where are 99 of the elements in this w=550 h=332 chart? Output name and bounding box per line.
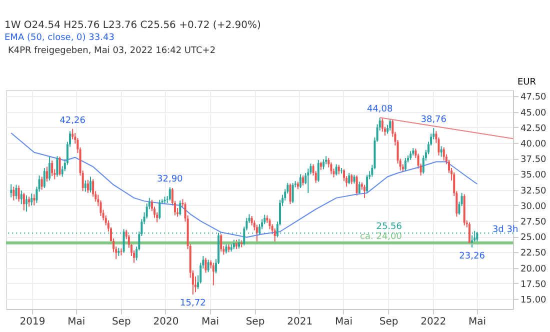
candlestick [204,257,207,274]
candlestick [235,239,238,250]
annotation: 42,26 [60,116,86,126]
candlestick [84,180,86,192]
candlestick [268,218,271,230]
y-axis-title: EUR [518,78,536,88]
x-tick-label: Mai [334,316,353,328]
candlestick [350,174,353,185]
ref-line-label: 25.56 [376,222,402,232]
candlestick [238,238,240,249]
annotation: 32,90 [156,174,184,184]
candlestick [366,174,368,194]
candlestick [25,194,28,212]
candlestick [289,183,292,205]
candlestick [12,186,15,201]
candlestick [468,222,470,245]
annotation: 15,72 [180,298,206,309]
x-tick-label: Mai [468,316,486,328]
y-tick-label: 17.50 [520,280,547,290]
candlestick [348,172,350,185]
candlestick [261,218,264,230]
x-tick-label: Mai [68,316,86,328]
candlestick [40,176,43,190]
y-tick-label: 40.00 [520,140,547,150]
chart-subtitle: EMA (50, close, 0) 33.43 [4,33,114,43]
candlestick [220,234,222,252]
x-tick-label: 2020 [153,316,179,328]
y-tick-label: 32.50 [520,186,547,196]
y-tick-label: 27.50 [520,218,547,228]
y-tick-label: 22.50 [520,248,547,259]
y-tick-label: 15.00 [520,296,547,306]
candlestick [30,193,33,206]
candlestick [381,118,384,132]
candlestick [122,228,125,254]
annotation: 23,26 [459,251,486,262]
x-tick-label: 2019 [20,316,46,328]
candlestick [442,146,445,162]
x-tick-label: Sep [379,316,398,328]
candlestick [20,190,22,205]
x-tick-label: Sep [112,316,131,328]
annotation: 38,76 [420,115,447,126]
candlestick [33,194,36,206]
annotation: 44,08 [366,104,394,115]
candlestick [404,158,406,171]
candlestick [179,200,182,216]
chart-title: 1W O24.54 H25.76 L23.76 C25.56 +0.72 (+2.90%) [4,20,261,31]
candlestick [43,167,46,188]
candlestick [28,196,30,208]
candlestick [158,199,161,220]
y-tick-label: 30.00 [520,202,547,212]
candlestick [358,181,360,195]
x-tick-label: 2021 [287,316,313,328]
candlestick [292,182,294,204]
y-tick-label: 20.00 [520,264,547,274]
candlestick [56,156,58,178]
candlestick [264,214,266,225]
candlestick [86,179,89,194]
candlestick [51,160,54,177]
x-tick-label: 2022 [420,316,446,328]
candlestick [299,174,302,188]
candlestick [18,184,20,202]
candlestick [90,176,92,193]
y-tick-label: 35.00 [520,170,547,181]
candlestick [92,178,94,198]
x-tick-label: Sep [246,316,265,328]
y-tick-label: 37.50 [520,155,547,166]
candlestick [48,156,51,181]
candlestick [302,174,304,186]
candlestick [212,262,214,286]
candlestick [322,158,325,170]
candlestick [232,239,235,250]
y-tick-label: 25.00 [520,233,547,244]
candlestick [207,259,210,273]
candlestick [338,164,340,175]
candlestick [317,159,320,182]
candlestick [363,184,366,198]
candlestick [10,184,12,198]
candlestick [22,192,25,211]
candlestick [330,162,332,175]
candlestick [471,234,474,248]
ref-line-label: ca. 24,00 [360,232,402,242]
candlestick [46,166,48,182]
candlestick [440,146,442,158]
x-tick-label: Mai [201,316,220,328]
candlestick [15,184,18,200]
line-series [10,132,478,238]
candlestick [58,156,61,176]
candlestick [335,164,338,176]
y-tick-label: 45.00 [520,108,547,118]
candlestick [168,186,171,201]
y-tick-label: 42.50 [520,124,547,134]
candlestick [389,118,392,132]
candlestick [274,228,276,244]
candlestick [356,174,358,196]
candlestick [256,224,258,242]
candlestick [72,128,74,140]
text: K4PR freigegeben, Mai 03, 2022 16:42 UTC+2 [8,46,216,56]
y-tick-label: 47.50 [520,92,547,103]
annotation: 3d 3h [492,224,518,235]
